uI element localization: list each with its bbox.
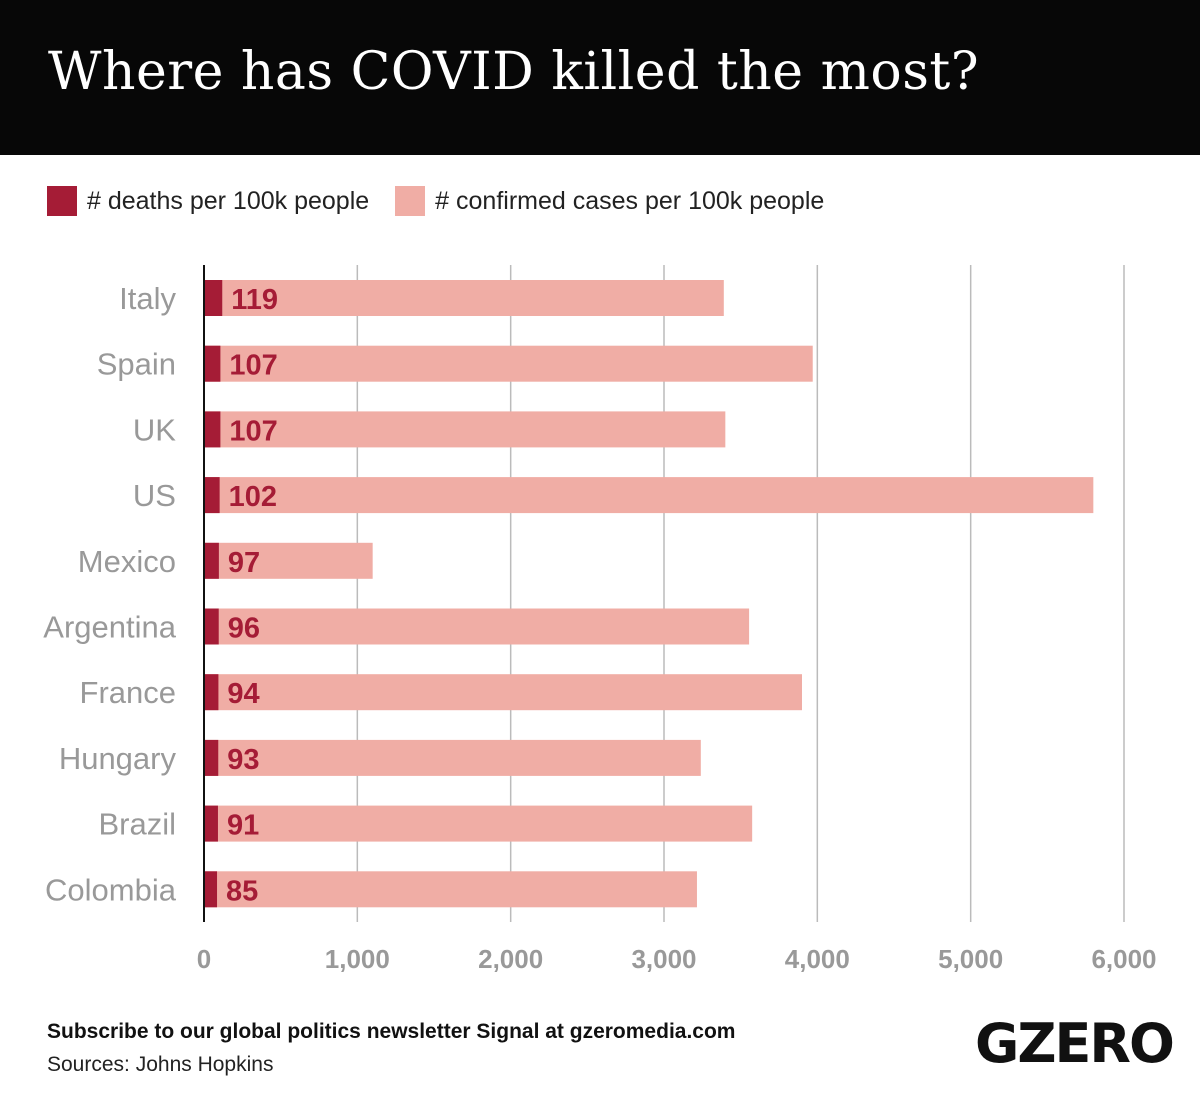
x-tick-label: 1,000 <box>325 944 390 974</box>
subscribe-text: Subscribe to our global politics newslet… <box>47 1020 736 1043</box>
category-label: Italy <box>119 281 176 316</box>
x-tick-label: 6,000 <box>1091 944 1156 974</box>
category-label: Mexico <box>78 544 176 579</box>
legend-label: # deaths per 100k people <box>87 186 370 215</box>
deaths-bar <box>204 280 223 316</box>
category-label: Spain <box>97 347 176 382</box>
header: Where has COVID killed the most? <box>0 0 1200 155</box>
legend-label: # confirmed cases per 100k people <box>435 186 825 215</box>
category-label: Colombia <box>45 872 177 907</box>
cases-bar <box>204 871 697 908</box>
gzero-logo: GZERO <box>975 1012 1175 1075</box>
deaths-bar <box>204 608 219 645</box>
cases-bar <box>204 542 373 579</box>
cases-bar <box>204 411 726 448</box>
x-tick-label: 0 <box>197 944 211 974</box>
legend-item-deaths: # deaths per 100k people <box>47 186 369 216</box>
deaths-value-label: 97 <box>228 547 260 579</box>
category-label: Hungary <box>59 741 177 776</box>
legend: # deaths per 100k people # confirmed cas… <box>47 186 850 216</box>
x-tick-label: 2,000 <box>478 944 543 974</box>
cases-bar <box>204 345 813 382</box>
x-tick-label: 5,000 <box>938 944 1003 974</box>
cases-bar <box>204 805 753 842</box>
deaths-value-label: 107 <box>229 415 277 447</box>
deaths-value-label: 102 <box>229 481 277 513</box>
cases-bar <box>204 674 802 711</box>
deaths-bar <box>204 739 219 776</box>
category-label: Argentina <box>43 610 176 645</box>
deaths-value-label: 94 <box>227 678 259 710</box>
deaths-bar <box>204 674 219 711</box>
sources-text: Sources: Johns Hopkins <box>47 1053 274 1076</box>
cases-bar <box>204 739 701 776</box>
deaths-value-label: 119 <box>231 284 278 316</box>
legend-item-cases: # confirmed cases per 100k people <box>395 186 824 216</box>
deaths-bar <box>204 477 220 514</box>
cases-bar <box>204 280 724 316</box>
chart-title: Where has COVID killed the most? <box>48 42 980 102</box>
x-tick-label: 4,000 <box>785 944 850 974</box>
deaths-bar <box>204 411 221 448</box>
deaths-value-label: 85 <box>226 875 258 907</box>
deaths-bar <box>204 805 218 842</box>
deaths-value-label: 93 <box>227 744 259 776</box>
bar-chart: 0 1,000 2,000 3,000 4,000 5,000 6,000 Italy 119 S… <box>43 265 1157 974</box>
deaths-bar <box>204 542 219 579</box>
cases-bar <box>204 477 1094 514</box>
x-tick-label: 3,000 <box>631 944 696 974</box>
deaths-value-label: 91 <box>227 810 259 842</box>
category-label: UK <box>133 412 176 447</box>
category-label: Brazil <box>98 807 176 842</box>
legend-swatch-deaths <box>47 186 77 216</box>
deaths-bar <box>204 871 218 908</box>
cases-bar <box>204 608 750 645</box>
category-label: France <box>80 675 176 710</box>
legend-swatch-cases <box>395 186 426 216</box>
deaths-value-label: 107 <box>229 350 277 382</box>
deaths-value-label: 96 <box>228 613 260 645</box>
category-label: US <box>133 478 176 513</box>
deaths-bar <box>204 345 221 382</box>
